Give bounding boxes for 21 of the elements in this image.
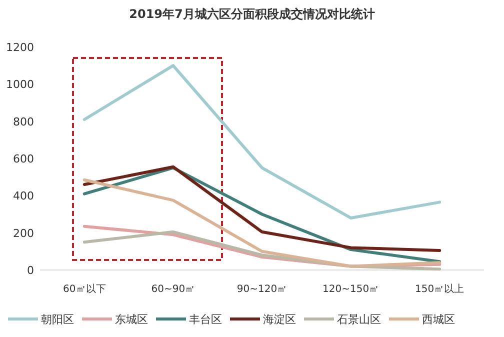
y-tick-label: 1200 [6, 41, 34, 54]
legend-label: 西城区 [422, 313, 455, 326]
legend-label: 海淀区 [263, 313, 296, 326]
x-tick-label: 120~150㎡ [322, 284, 380, 295]
chart-title: 2019年7月城六区分面积段成交情况对比统计 [129, 7, 375, 21]
x-tick-label: 150㎡以上 [415, 283, 464, 295]
legend-label: 石景山区 [337, 313, 381, 326]
legend-label: 东城区 [115, 313, 148, 326]
y-tick-label: 0 [27, 264, 34, 277]
legend-label: 朝阳区 [41, 313, 74, 326]
x-tick-label: 60㎡以下 [63, 283, 106, 295]
line-series [82, 64, 442, 220]
y-tick-label: 400 [13, 190, 34, 203]
y-tick-label: 800 [13, 115, 34, 128]
x-tick-label: 90~120㎡ [236, 284, 288, 295]
y-tick-label: 600 [13, 152, 34, 166]
y-tick-label: 1000 [6, 78, 34, 92]
legend-label: 丰台区 [189, 313, 222, 326]
y-tick-label: 200 [13, 226, 34, 240]
x-tick-label: 60~90㎡ [151, 284, 196, 295]
line-series [82, 178, 442, 268]
